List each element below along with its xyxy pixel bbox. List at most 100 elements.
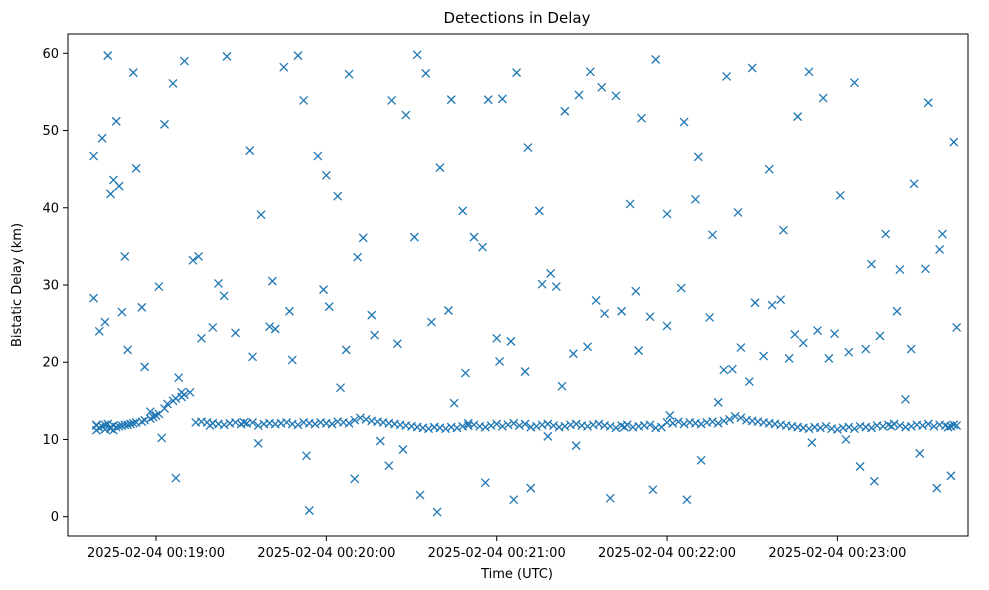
data-point bbox=[321, 170, 331, 180]
data-point bbox=[625, 199, 635, 209]
data-point bbox=[293, 420, 303, 430]
data-point bbox=[909, 179, 919, 189]
data-point bbox=[807, 438, 817, 448]
data-point bbox=[469, 420, 479, 430]
data-point bbox=[767, 300, 777, 310]
data-point bbox=[747, 63, 757, 73]
data-point bbox=[571, 441, 581, 451]
data-point bbox=[253, 438, 263, 448]
data-point bbox=[503, 420, 513, 430]
data-point bbox=[409, 232, 419, 242]
data-point bbox=[94, 326, 104, 336]
data-point bbox=[302, 451, 311, 461]
data-point bbox=[452, 423, 462, 433]
y-tick-label: 40 bbox=[42, 201, 59, 216]
data-point bbox=[248, 352, 258, 362]
data-point bbox=[892, 306, 902, 316]
data-point bbox=[509, 495, 519, 505]
y-axis-ticks: 0 10 20 30 40 50 60 bbox=[42, 47, 68, 525]
data-point bbox=[634, 346, 644, 356]
data-point bbox=[256, 210, 266, 220]
data-point bbox=[313, 151, 323, 161]
data-points bbox=[89, 50, 962, 517]
data-point bbox=[219, 291, 229, 301]
data-point bbox=[103, 51, 113, 61]
x-axis-title: Time (UTC) bbox=[480, 567, 553, 582]
data-point bbox=[344, 418, 354, 428]
data-point bbox=[177, 387, 187, 397]
x-tick-label: 2025-02-04 00:21:00 bbox=[428, 546, 566, 561]
x-tick-label: 2025-02-04 00:22:00 bbox=[598, 546, 736, 561]
data-point bbox=[693, 152, 703, 162]
chart-title: Detections in Delay bbox=[444, 9, 591, 27]
data-point bbox=[824, 353, 834, 363]
data-point bbox=[597, 82, 607, 92]
data-point bbox=[248, 418, 258, 427]
data-point bbox=[319, 285, 328, 295]
data-point bbox=[392, 339, 402, 349]
data-point bbox=[778, 225, 788, 235]
data-point bbox=[310, 419, 320, 429]
data-point bbox=[355, 413, 365, 423]
data-point bbox=[605, 493, 615, 503]
data-point bbox=[520, 419, 530, 429]
data-point bbox=[611, 423, 621, 433]
data-point bbox=[713, 397, 723, 407]
data-point bbox=[478, 242, 487, 252]
data-point bbox=[682, 495, 692, 505]
data-point bbox=[585, 67, 595, 77]
data-point bbox=[617, 306, 627, 316]
data-point bbox=[324, 302, 334, 312]
data-point bbox=[497, 421, 507, 431]
data-point bbox=[543, 431, 553, 441]
x-tick-label: 2025-02-04 00:23:00 bbox=[768, 546, 906, 561]
data-point bbox=[708, 417, 717, 427]
data-point bbox=[353, 252, 363, 262]
data-point bbox=[123, 420, 133, 430]
data-point bbox=[106, 189, 116, 199]
x-tick-label: 2025-02-04 00:19:00 bbox=[87, 546, 225, 561]
data-point bbox=[705, 312, 715, 322]
data-point bbox=[148, 412, 158, 422]
data-point bbox=[108, 175, 118, 185]
data-point bbox=[461, 368, 470, 378]
data-point bbox=[97, 133, 107, 143]
data-point bbox=[804, 424, 814, 434]
data-point bbox=[401, 110, 411, 120]
data-point bbox=[137, 302, 147, 312]
data-point bbox=[708, 230, 717, 240]
data-point bbox=[350, 474, 360, 484]
data-point bbox=[531, 421, 541, 431]
data-point bbox=[631, 286, 641, 296]
data-point bbox=[673, 417, 683, 427]
data-point bbox=[384, 461, 394, 471]
data-point bbox=[208, 323, 218, 332]
data-point bbox=[123, 345, 133, 355]
y-tick-label: 10 bbox=[42, 433, 59, 448]
data-point bbox=[222, 51, 232, 61]
data-point bbox=[736, 413, 746, 423]
data-point bbox=[861, 344, 871, 354]
data-point bbox=[279, 62, 289, 72]
data-point bbox=[725, 414, 734, 424]
data-point bbox=[733, 207, 743, 217]
y-tick-label: 60 bbox=[42, 47, 59, 62]
data-point bbox=[656, 422, 666, 432]
data-point bbox=[744, 377, 754, 386]
data-point bbox=[100, 420, 110, 430]
data-point bbox=[875, 331, 885, 341]
data-point bbox=[719, 416, 729, 426]
data-point bbox=[120, 251, 130, 261]
data-point bbox=[534, 206, 544, 216]
data-point bbox=[282, 418, 292, 427]
data-point bbox=[835, 190, 845, 200]
data-point bbox=[818, 93, 828, 103]
data-point bbox=[849, 78, 859, 88]
data-point bbox=[844, 422, 854, 432]
data-point bbox=[160, 404, 169, 414]
data-point bbox=[727, 364, 737, 374]
y-tick-label: 30 bbox=[42, 279, 59, 294]
data-point bbox=[645, 312, 655, 322]
data-point bbox=[480, 478, 490, 488]
